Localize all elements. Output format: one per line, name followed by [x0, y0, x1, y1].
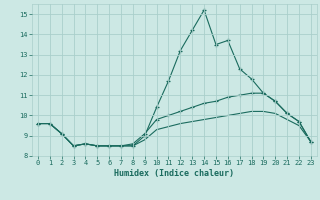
X-axis label: Humidex (Indice chaleur): Humidex (Indice chaleur)	[115, 169, 234, 178]
